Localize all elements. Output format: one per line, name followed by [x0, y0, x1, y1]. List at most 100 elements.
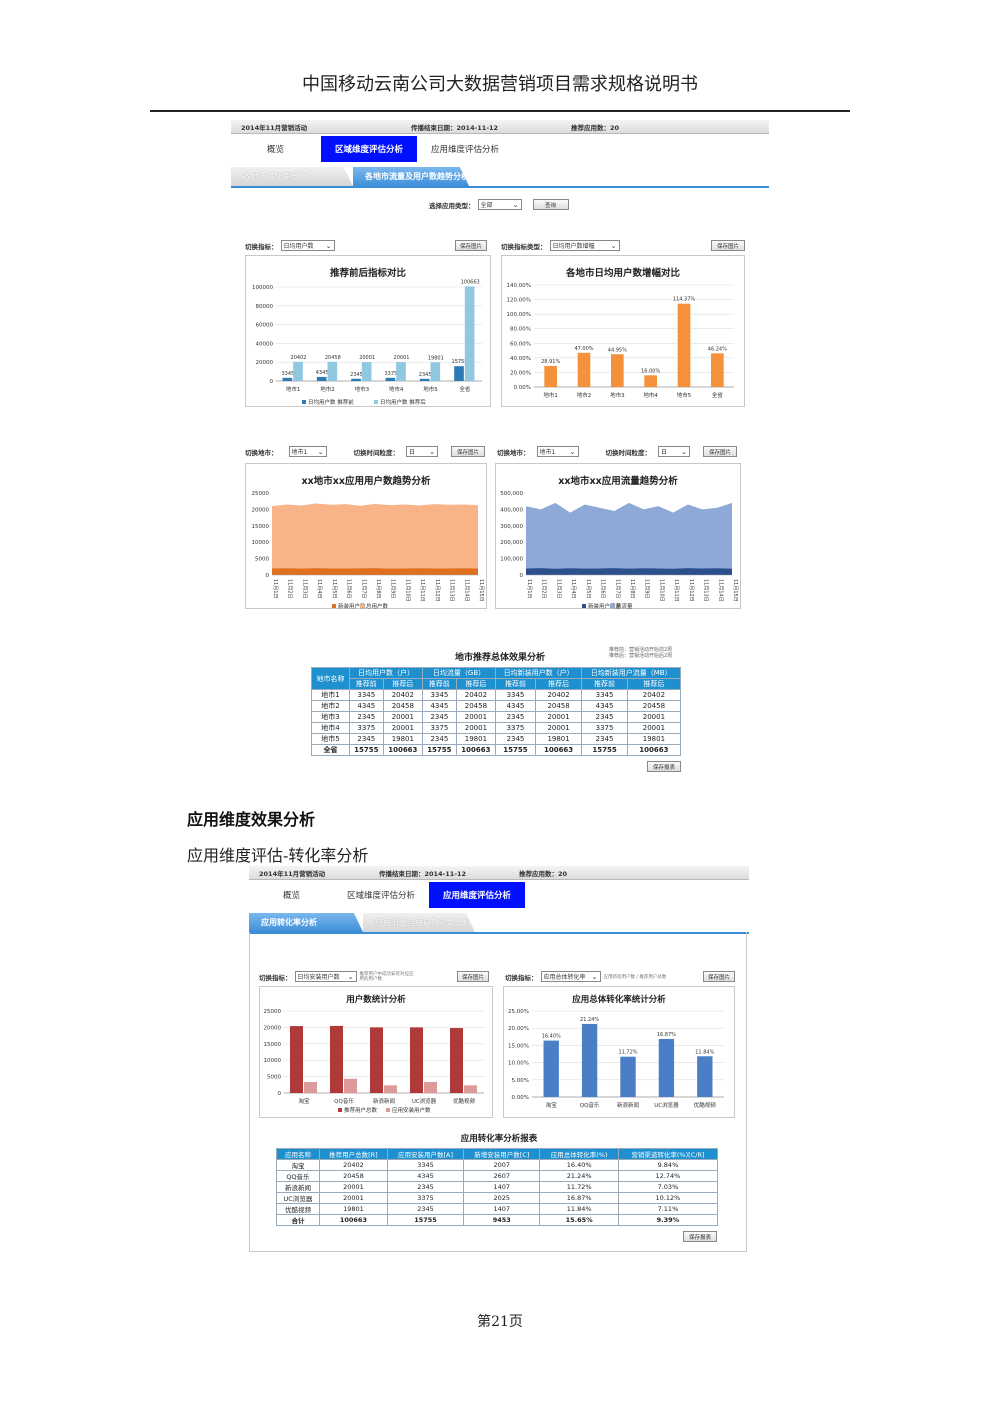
table-cell: 4345 — [422, 700, 457, 712]
table-cell: 9.39% — [617, 1214, 719, 1226]
bar — [658, 1038, 675, 1097]
conversion-bar-chart: 0.00% 5.00% 10.00% 15.00% 20.00% 25.00% 16.40%… — [508, 1009, 724, 1109]
save-image-button[interactable]: 保存图片 — [703, 971, 735, 982]
x-tick-label: 11月5日 — [585, 579, 591, 599]
x-tick-label: 地市2 — [320, 385, 335, 393]
legend-swatch — [332, 604, 336, 608]
table-cell: 100663 — [626, 744, 682, 756]
table-header: 营销渠道转化率(%)[C/R] — [617, 1148, 719, 1160]
subtab-traffic-trend[interactable]: 各地市流量及用户数趋势分析 — [353, 167, 469, 186]
table-cell: 2025 — [463, 1192, 541, 1204]
city-select[interactable]: 地市1 — [288, 446, 327, 457]
table-cell: 20001 — [318, 1192, 388, 1204]
save-image-button[interactable]: 保存图片 — [457, 971, 489, 982]
data-label: 44.95% — [608, 347, 627, 353]
save-table-button[interactable]: 保存报表 — [647, 761, 681, 772]
x-tick-label: 11月15日 — [478, 579, 484, 602]
subtab-conversion[interactable]: 各地市转化率分析 — [231, 167, 353, 186]
traffic-trend-area-chart: 0 100,000 200,000 300,000 400,000 500,000 11月1… — [500, 491, 738, 610]
table-cell: 3345 — [581, 689, 628, 701]
y-tick-label: 15000 — [264, 1042, 282, 1048]
metric-select[interactable]: 日均安装用户数 — [294, 971, 357, 982]
table-cell: 2345 — [386, 1181, 465, 1193]
y-tick-label: 80000 — [256, 304, 274, 310]
switch-city-label: 切换地市： — [497, 448, 530, 457]
table-total-row: 合计 100663 15755 9453 15.65% 9.39% — [276, 1214, 719, 1226]
table-cell: 3345 — [495, 689, 536, 701]
y-tick-label: 0 — [278, 1091, 282, 1097]
table-title: 应用转化率分析报表 — [460, 1134, 538, 1144]
y-tick-label: 20000 — [256, 360, 274, 366]
x-tick-label: 新浪新闻 — [373, 1097, 395, 1105]
tab-region-analysis[interactable]: 区域维度评估分析 — [347, 891, 416, 901]
compare-bar-chart: 0 20000 40000 60000 80000 100000 3345 20402 地市1 4… — [252, 279, 482, 406]
data-label: 11.84% — [695, 1049, 714, 1055]
chart-title: 用户数统计分析 — [346, 995, 406, 1005]
table-row: 地市4 3375 20001 3375 20001 3375 20001 3375 20001 — [311, 722, 682, 734]
data-label: 20001 — [359, 355, 375, 361]
metric-type-select[interactable]: 日均用户数增幅 — [549, 240, 620, 251]
metric-select[interactable]: 日均用户数 — [280, 240, 335, 251]
y-tick-label: 5000 — [267, 1075, 281, 1081]
y-tick-label: 25000 — [252, 491, 270, 497]
x-tick-label: 11月6日 — [600, 579, 606, 599]
tab-app-analysis[interactable]: 应用维度评估分析 — [431, 145, 500, 155]
growth-bar-chart: 0.00% 20.00% 40.00% 60.00% 80.00% 100.00% 120.… — [507, 283, 734, 399]
save-table-button[interactable]: 保存报表 — [683, 1231, 717, 1242]
switch-metric-label: 切换指标： — [505, 973, 538, 982]
table-cell: 15755 — [386, 1214, 465, 1226]
subtab-app-trend[interactable]: 应用流量与用户数趋势分析 — [363, 913, 475, 932]
table-cell: 2007 — [463, 1159, 541, 1171]
metric-select[interactable]: 应用总体转化率 — [540, 971, 601, 982]
legend-label: 推荐用户总数 — [344, 1106, 378, 1114]
y-tick-label: 25.00% — [508, 1009, 529, 1015]
tab-app-analysis[interactable]: 应用维度评估分析 — [429, 882, 526, 908]
area-series-total — [526, 502, 732, 575]
query-button[interactable]: 查询 — [532, 199, 569, 210]
save-image-button[interactable]: 保存图片 — [451, 446, 485, 457]
city-select[interactable]: 地市1 — [536, 446, 579, 457]
app-type-select[interactable]: 全部 — [477, 199, 522, 210]
tab-overview[interactable]: 概览 — [267, 145, 285, 155]
main-tabs: 概览 区域维度评估分析 应用维度评估分析 — [249, 880, 749, 910]
grain-select[interactable]: 日 — [658, 446, 690, 457]
table-cell: 20402 — [455, 689, 497, 701]
x-tick-label: 地市3 — [355, 385, 370, 393]
grain-select[interactable]: 日 — [406, 446, 438, 457]
table-row: 淘宝 20402 3345 2007 16.40% 9.84% — [276, 1159, 719, 1171]
table-row: 地市5 2345 19801 2345 19801 2345 19801 2345 19801 — [311, 733, 682, 745]
save-image-button[interactable]: 保存图片 — [703, 446, 737, 457]
switch-metric-label: 切换指标： — [259, 973, 292, 982]
table-note: 推荐前：营销活动开始前2周 推荐后：营销活动开始后2周 — [609, 647, 672, 659]
subtab-app-conversion[interactable]: 应用转化率分析 — [249, 913, 363, 932]
data-label: 20458 — [325, 355, 341, 361]
bar — [396, 362, 406, 381]
legend-swatch — [338, 1108, 342, 1112]
bar — [384, 1085, 397, 1093]
y-tick-label: 15000 — [252, 524, 270, 530]
y-tick-label: 0 — [270, 379, 274, 385]
x-tick-label: 优酷视频 — [694, 1101, 717, 1109]
x-tick-label: 地市1 — [286, 385, 301, 393]
table-row: QQ音乐 20458 4345 2607 21.24% 12.74% — [276, 1170, 719, 1182]
table-cell: 100663 — [455, 744, 497, 756]
save-image-button[interactable]: 保存图片 — [711, 240, 745, 251]
save-image-button[interactable]: 保存图片 — [455, 240, 487, 251]
bar — [620, 1056, 636, 1097]
table-cell: 20001 — [455, 722, 497, 734]
table-cell: 12.74% — [617, 1170, 719, 1182]
x-tick-label: 11月12日 — [688, 579, 694, 602]
user-count-panel: 用户数统计分析 0 5000 10000 15000 20000 25000 淘宝 QQ音乐 新… — [259, 986, 493, 1118]
tab-overview[interactable]: 概览 — [283, 891, 301, 901]
y-tick-label: 20000 — [264, 1025, 282, 1031]
x-tick-label: QQ音乐 — [580, 1101, 600, 1109]
table-cell: 7.03% — [617, 1181, 719, 1193]
area-series-total — [272, 503, 478, 575]
table-cell: 20402 — [318, 1159, 388, 1171]
table-cell: 19801 — [318, 1203, 388, 1215]
x-tick-label: 11月3日 — [301, 579, 307, 599]
x-tick-label: 11月7日 — [614, 579, 620, 599]
tab-region-analysis[interactable]: 区域维度评估分析 — [321, 136, 418, 162]
user-count-bar-chart: 0 5000 10000 15000 20000 25000 淘宝 QQ音乐 新浪新闻 UC浏览器… — [264, 1009, 484, 1114]
table-row: 地市2 4345 20458 4345 20458 4345 20458 4345 20458 — [311, 700, 682, 712]
